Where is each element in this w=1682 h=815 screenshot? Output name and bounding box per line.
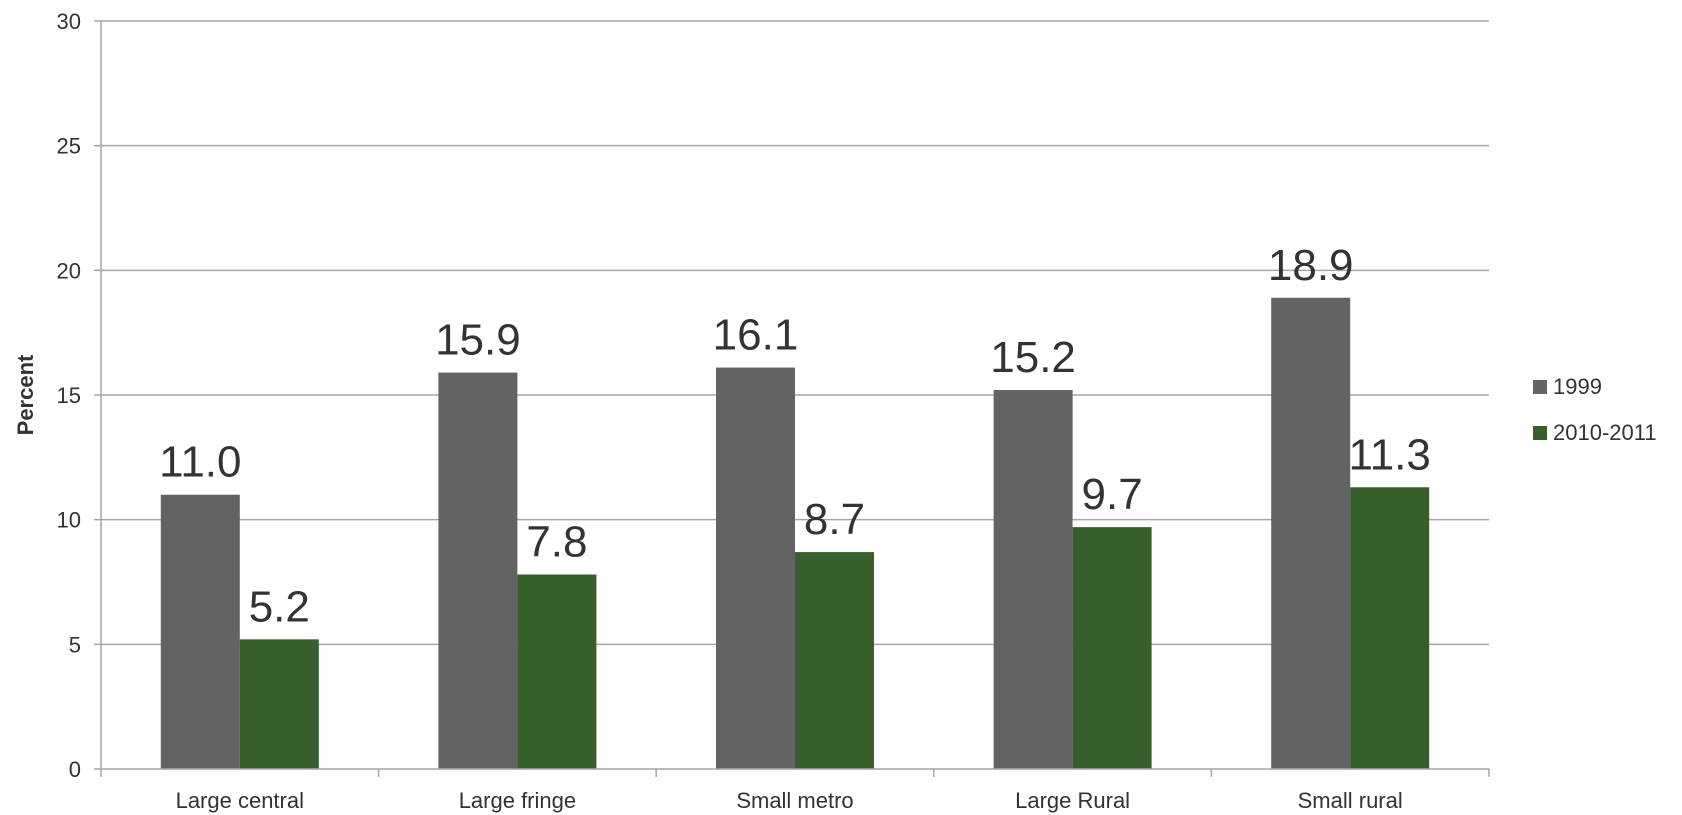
bar-series-1999 [438, 372, 518, 769]
data-labels: 11.0 5.2 15.9 7.8 16.1 8.7 15.2 9.7 18.9 11.3 [159, 241, 1431, 632]
y-tick-label: 20 [57, 258, 81, 283]
axes: 0 5 10 15 20 25 30 Large central Large fringe Sma… [57, 9, 1490, 813]
legend-swatch [1533, 426, 1547, 440]
bar-series-1999 [993, 390, 1073, 769]
legend-label: 2010-2011 [1553, 420, 1657, 445]
y-tick-label: 5 [69, 632, 81, 657]
x-tick-label: Small metro [736, 788, 853, 813]
x-tick-label: Large fringe [459, 788, 576, 813]
data-label: 16.1 [713, 311, 799, 360]
x-tick-label: Large Rural [1015, 788, 1130, 813]
bar-series-1999 [160, 494, 240, 769]
bar-series-2010-2011 [1350, 487, 1430, 769]
data-label: 11.0 [159, 438, 241, 487]
bar-series-2010-2011 [795, 552, 874, 769]
bar-series-2010-2011 [239, 639, 319, 769]
x-tick-label: Large central [176, 788, 304, 813]
bar-series-2010-2011 [517, 574, 597, 769]
data-label: 5.2 [249, 582, 310, 631]
legend: 1999 2010-2011 [1533, 374, 1657, 445]
y-tick-label: 30 [57, 9, 81, 34]
data-label: 8.7 [804, 495, 865, 544]
data-label: 18.9 [1268, 241, 1354, 290]
bar-series-2010-2011 [1072, 527, 1152, 769]
data-label: 15.2 [990, 333, 1076, 382]
data-label: 15.9 [435, 316, 521, 365]
bar-series-1999 [1271, 297, 1351, 769]
legend-label: 1999 [1553, 374, 1602, 399]
y-axis-title: Percent [13, 354, 38, 435]
y-tick-label: 25 [57, 134, 81, 159]
y-tick-label: 0 [69, 757, 81, 782]
x-tick-label: Small rural [1298, 788, 1403, 813]
data-label: 7.8 [526, 518, 587, 567]
y-tick-label: 10 [57, 508, 81, 533]
data-label: 11.3 [1349, 430, 1431, 479]
bar-series-1999 [716, 367, 795, 769]
data-label: 9.7 [1082, 470, 1143, 519]
bars [160, 297, 1430, 769]
legend-swatch [1533, 380, 1547, 394]
y-tick-label: 15 [57, 383, 81, 408]
